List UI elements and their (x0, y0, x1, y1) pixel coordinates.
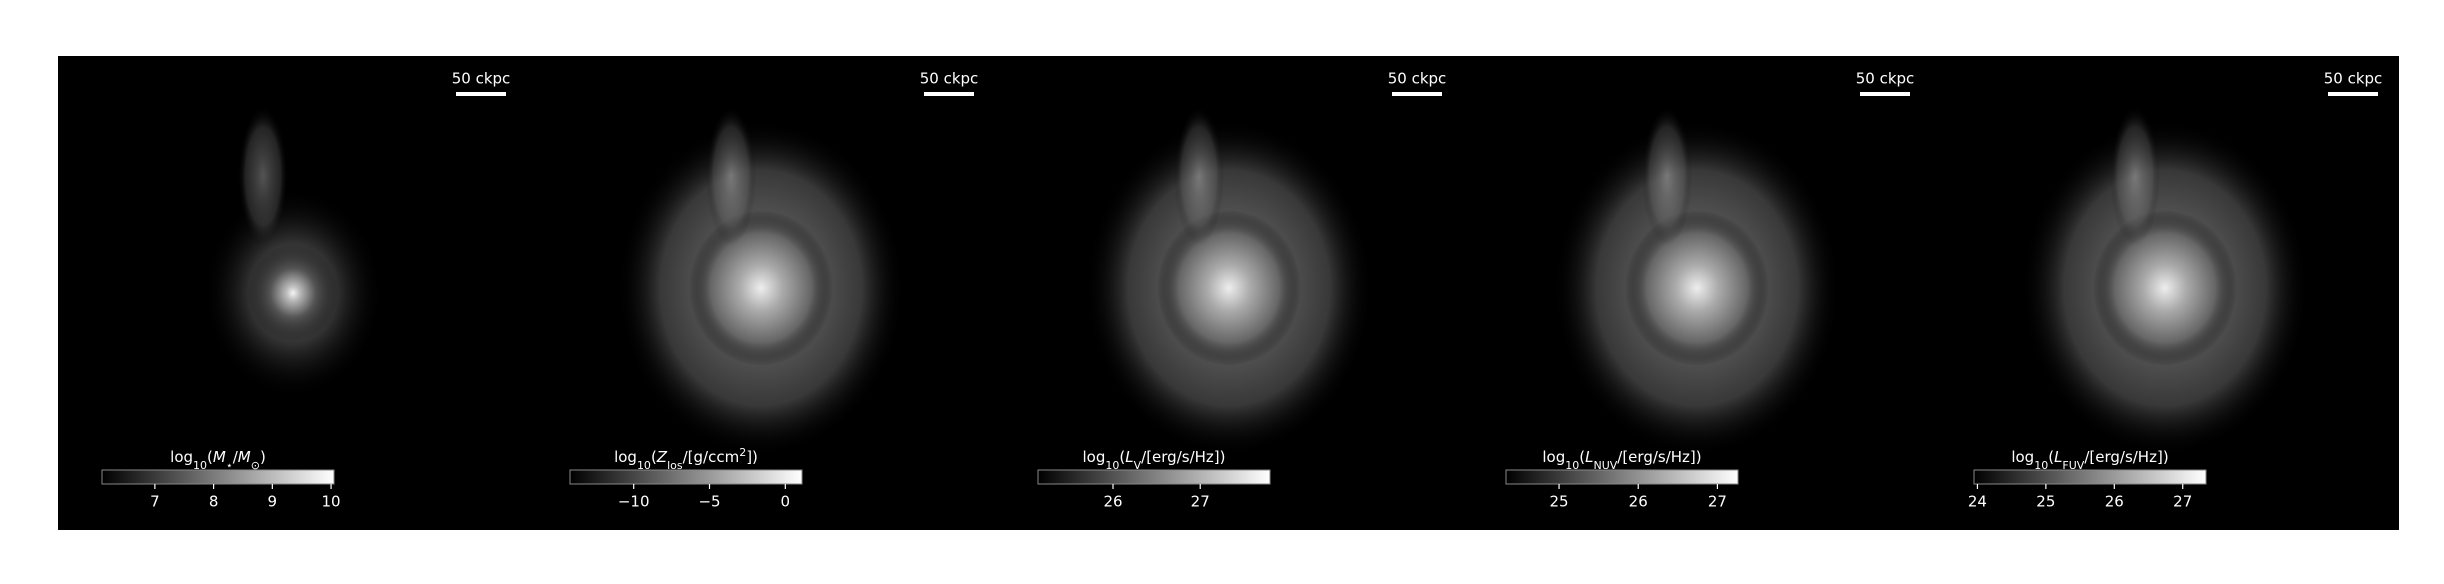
colorbar-label-part: Z (656, 448, 668, 466)
galaxy-stream (2110, 106, 2160, 246)
colorbar-label-part: 10 (1105, 459, 1119, 472)
colorbar-label-part: ( (2048, 448, 2054, 466)
colorbar-label-part: log (170, 448, 193, 466)
colorbar-tick-label: 24 (1968, 493, 1987, 511)
colorbar-label-part: 10 (1565, 459, 1579, 472)
colorbar-label-part: ( (207, 448, 213, 466)
colorbar-tick-label: 9 (268, 493, 278, 511)
colorbar-label-part: ( (651, 448, 657, 466)
colorbar-tick-label: 27 (1191, 493, 1210, 511)
colorbar-label-part: log (1083, 448, 1106, 466)
colorbar-label: log10(LV/[erg/s/Hz]) (1083, 448, 1226, 472)
colorbar-label-part: L (1585, 448, 1593, 466)
galaxy-stream (1174, 106, 1224, 246)
colorbar-label-part: /[erg/s/Hz]) (2084, 448, 2168, 466)
colorbar-label-part: NUV (1593, 459, 1617, 472)
colorbar-label-part: log (2011, 448, 2034, 466)
colorbar-label-part: ⋆ (226, 459, 233, 472)
colorbar-label-part: ]) (746, 448, 758, 466)
colorbar-tick-label: 27 (2173, 493, 2192, 511)
colorbar (101, 469, 335, 485)
colorbar (1973, 469, 2207, 485)
colorbar-label-part: 10 (193, 459, 207, 472)
galaxy-core (689, 210, 833, 366)
colorbar-label-part: V (1134, 459, 1142, 472)
panel: 50 ckpc log10(LNUV/[erg/s/Hz]) 25 26 27 (1505, 70, 1915, 511)
panel: 50 ckpc log10(Zlos/[g/ccm2]) −10 −5 0 (569, 70, 979, 511)
colorbar-label-part: log (1542, 448, 1565, 466)
colorbar-label-part: los (667, 459, 683, 472)
colorbar-label-part: L (1125, 448, 1133, 466)
panel: 50 ckpc log10(LV/[erg/s/Hz]) 26 27 (1037, 70, 1447, 511)
galaxy-core (1157, 210, 1301, 366)
colorbar-tick-label: 26 (2105, 493, 2124, 511)
colorbar-label-part: M (213, 448, 226, 466)
galaxy-core (2093, 210, 2237, 366)
colorbar-tick-label: 26 (1629, 493, 1648, 511)
colorbar-tick-label: 10 (322, 493, 341, 511)
colorbar-label-part: ⊙ (251, 459, 260, 472)
colorbar-tick-label: 0 (781, 493, 791, 511)
galaxy-core (248, 244, 338, 342)
colorbar-tick-label: 26 (1103, 493, 1122, 511)
scalebar-label: 50 ckpc (452, 70, 511, 88)
colorbar (569, 469, 803, 485)
galaxy-core (1625, 210, 1769, 366)
colorbar-tick-label: 8 (209, 493, 219, 511)
colorbar-tick-label: 25 (1550, 493, 1569, 511)
colorbar-tick-label: −10 (618, 493, 650, 511)
colorbar-label: log10(LFUV/[erg/s/Hz]) (2011, 448, 2168, 472)
colorbar-tick-label: 27 (1708, 493, 1727, 511)
colorbar-label-part: 10 (2034, 459, 2048, 472)
colorbar-tick-label: 25 (2036, 493, 2055, 511)
colorbar-label: log10(LNUV/[erg/s/Hz]) (1542, 448, 1701, 472)
galaxy-stream (238, 106, 288, 246)
colorbar-label-part: /[erg/s/Hz]) (1617, 448, 1701, 466)
colorbar-label-part: /[erg/s/Hz]) (1141, 448, 1225, 466)
colorbar-label: log10(M⋆/M⊙) (170, 448, 266, 472)
colorbar-tick-label: −5 (698, 493, 720, 511)
colorbar-label-part: ( (1579, 448, 1585, 466)
colorbar-label-part: /[g/ccm (683, 448, 740, 466)
galaxy-stream (706, 106, 756, 246)
scalebar-label: 50 ckpc (2324, 70, 2383, 88)
colorbar-label-part: log (614, 448, 637, 466)
colorbar-tick-label: 7 (150, 493, 160, 511)
colorbar-label-part: M (238, 448, 251, 466)
colorbar (1037, 469, 1271, 485)
scalebar-label: 50 ckpc (1388, 70, 1447, 88)
galaxy-stream (1642, 106, 1692, 246)
scalebar-label: 50 ckpc (1856, 70, 1915, 88)
colorbar-label-part: 2 (739, 446, 746, 459)
colorbar-label-part: / (233, 448, 239, 466)
colorbar-label: log10(Zlos/[g/ccm2]) (614, 446, 758, 472)
colorbar-label-part: FUV (2062, 459, 2084, 472)
scalebar-label: 50 ckpc (920, 70, 979, 88)
colorbar-label-part: ( (1119, 448, 1125, 466)
panel: 50 ckpc log10(LFUV/[erg/s/Hz]) 24 25 26 27 (1968, 70, 2382, 511)
colorbar-label-part: 10 (637, 459, 651, 472)
colorbar-label-part: L (2054, 448, 2062, 466)
colorbar (1505, 469, 1739, 485)
colorbar-label-part: ) (260, 448, 266, 466)
